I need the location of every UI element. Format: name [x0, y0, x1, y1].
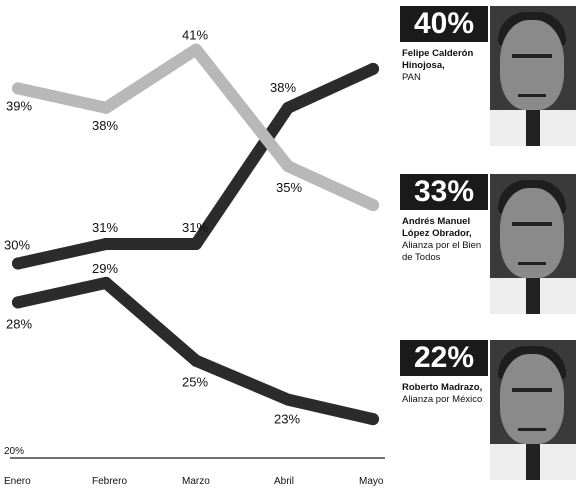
series-1-point: [282, 101, 294, 114]
candidate-name: Felipe Calderón Hinojosa,: [402, 48, 474, 71]
series-3-point: [100, 276, 112, 289]
candidate-percent: 22%: [400, 340, 488, 376]
series-1-point: [100, 238, 112, 250]
series-3-data-label: 29%: [92, 261, 118, 276]
eyes-shape: [512, 388, 552, 400]
x-tick-label: Marzo: [182, 476, 210, 487]
candidate-party: Alianza por México: [402, 394, 483, 405]
series-3-point: [12, 296, 24, 309]
candidate-name: Andrés Manuel López Obrador,: [402, 216, 472, 239]
series-2-point: [282, 160, 294, 173]
candidate-party: PAN: [402, 72, 421, 83]
series-2-data-label: 41%: [182, 27, 208, 42]
x-tick-layer: Enero Febrero Marzo Abril Mayo: [4, 476, 384, 487]
series-2-data-label: 39%: [6, 98, 32, 113]
eyes-shape: [512, 222, 552, 234]
candidate-photo-calderon: [490, 6, 576, 146]
series-2-data-label: 38%: [92, 118, 118, 133]
candidate-card-madrazo: 22% Roberto Madrazo, Alianza por México: [400, 340, 576, 480]
series-2-data-label: 35%: [276, 180, 302, 195]
mouth-shape: [518, 422, 546, 431]
y-baseline-label: 20%: [4, 446, 24, 457]
series-1-data-label: 31%: [92, 220, 118, 235]
series-1-data-label: 30%: [4, 237, 30, 252]
series-2-point: [367, 199, 379, 212]
series-layer: [12, 43, 379, 426]
series-3-point: [282, 393, 294, 406]
candidate-photo-lopez-obrador: [490, 174, 576, 314]
series-1-point: [12, 257, 24, 270]
series-1-point: [190, 238, 202, 250]
x-tick-label: Mayo: [359, 476, 384, 487]
tie-shape: [526, 444, 540, 480]
series-2-point: [12, 82, 24, 95]
candidate-caption: Felipe Calderón Hinojosa, PAN: [402, 48, 488, 84]
tie-shape: [526, 278, 540, 314]
line-chart: 30% 31% 31% 38% 39% 38% 41% 35% 28% 29% 25% 23% 20%…: [4, 27, 385, 487]
series-3-point: [367, 413, 379, 426]
candidate-percent: 40%: [400, 6, 488, 42]
x-tick-label: Enero: [4, 476, 31, 487]
series-line-3: [12, 276, 379, 426]
data-label-layer: 30% 31% 31% 38% 39% 38% 41% 35% 28% 29% 25% 23%: [4, 27, 302, 426]
series-line-2: [12, 43, 379, 212]
series-1-point: [367, 62, 379, 75]
series-2-point: [190, 43, 202, 56]
series-3-data-label: 28%: [6, 316, 32, 331]
series-2-point: [100, 101, 112, 114]
series-1-data-label: 31%: [182, 220, 208, 235]
candidate-caption: Andrés Manuel López Obrador, Alianza por…: [402, 216, 488, 264]
mouth-shape: [518, 256, 546, 265]
candidate-percent: 33%: [400, 174, 488, 210]
tie-shape: [526, 110, 540, 146]
series-3-data-label: 25%: [182, 375, 208, 390]
candidate-name: Roberto Madrazo,: [402, 382, 483, 393]
candidate-card-lopez-obrador: 33% Andrés Manuel López Obrador, Alianza…: [400, 174, 576, 314]
series-3-data-label: 23%: [274, 412, 300, 427]
candidate-photo-madrazo: [490, 340, 576, 480]
candidate-card-calderon: 40% Felipe Calderón Hinojosa, PAN: [400, 6, 576, 146]
mouth-shape: [518, 88, 546, 97]
candidate-party: Alianza por el Bien de Todos: [402, 240, 482, 263]
x-tick-label: Abril: [274, 476, 294, 487]
x-tick-label: Febrero: [92, 476, 127, 487]
series-1-data-label: 38%: [270, 80, 296, 95]
candidate-caption: Roberto Madrazo, Alianza por México: [402, 382, 488, 406]
series-3-point: [190, 354, 202, 367]
eyes-shape: [512, 54, 552, 66]
